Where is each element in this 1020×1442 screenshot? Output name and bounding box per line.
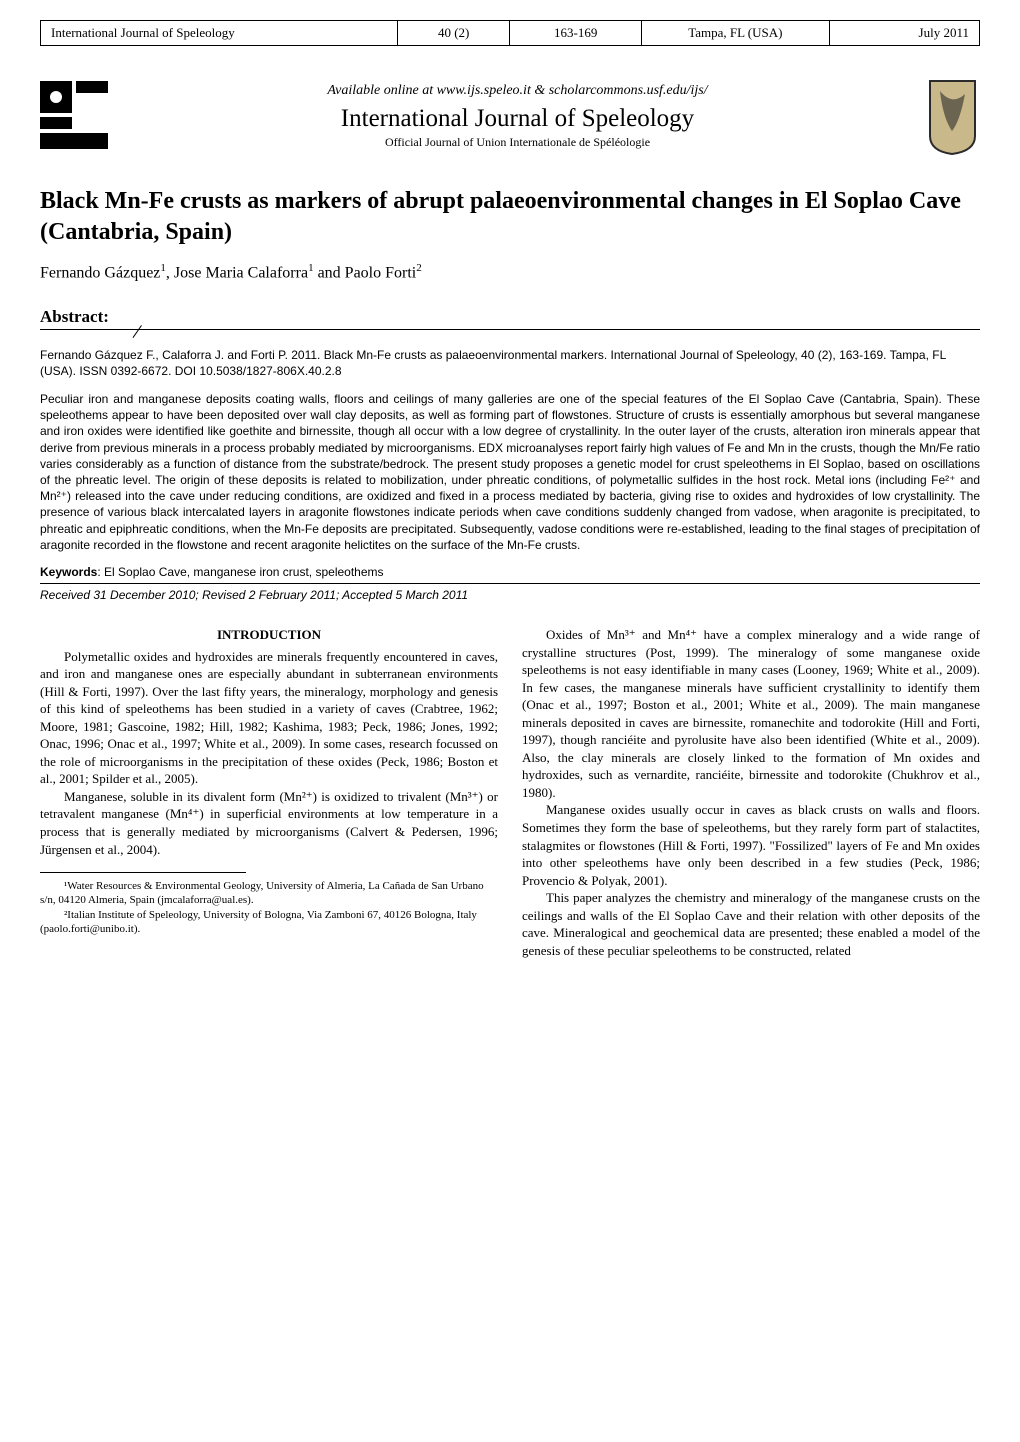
publisher-logo-icon xyxy=(40,81,110,151)
intro-paragraph-1: Polymetallic oxides and hydroxides are m… xyxy=(40,648,498,788)
journal-banner: Available online at www.ijs.speleo.it & … xyxy=(40,76,980,156)
journal-subtitle: Official Journal of Union Internationale… xyxy=(125,135,910,150)
abstract-bottom-rule xyxy=(40,583,980,584)
footnote-1: ¹Water Resources & Environmental Geology… xyxy=(40,879,498,908)
authors-line: Fernando Gázquez1, Jose Maria Calaforra1… xyxy=(40,262,980,282)
keywords-text: : El Soplao Cave, manganese iron crust, … xyxy=(97,565,383,579)
abstract-heading: Abstract: xyxy=(40,307,980,327)
footnote-2: ²Italian Institute of Speleology, Univer… xyxy=(40,908,498,937)
header-pages: 163-169 xyxy=(510,21,641,46)
header-volume: 40 (2) xyxy=(397,21,510,46)
abstract-rule xyxy=(40,329,980,339)
abstract-citation: Fernando Gázquez F., Calaforra J. and Fo… xyxy=(40,347,980,379)
footnote-rule xyxy=(40,872,246,873)
header-location: Tampa, FL (USA) xyxy=(641,21,829,46)
header-date: July 2011 xyxy=(829,21,979,46)
running-header-table: International Journal of Speleology 40 (… xyxy=(40,20,980,46)
article-title: Black Mn-Fe crusts as markers of abrupt … xyxy=(40,186,980,248)
banner-text-block: Available online at www.ijs.speleo.it & … xyxy=(125,83,910,150)
uis-logo-icon xyxy=(925,76,980,156)
intro-paragraph-4: Manganese oxides usually occur in caves … xyxy=(522,801,980,889)
intro-paragraph-3: Oxides of Mn³⁺ and Mn⁴⁺ have a complex m… xyxy=(522,626,980,801)
header-journal: International Journal of Speleology xyxy=(41,21,398,46)
available-online-text: Available online at www.ijs.speleo.it & … xyxy=(125,83,910,99)
introduction-heading: INTRODUCTION xyxy=(40,626,498,644)
body-columns: INTRODUCTION Polymetallic oxides and hyd… xyxy=(40,626,980,959)
intro-paragraph-2: Manganese, soluble in its divalent form … xyxy=(40,788,498,858)
journal-name: International Journal of Speleology xyxy=(125,105,910,133)
keywords-label: Keywords xyxy=(40,565,97,579)
intro-paragraph-5: This paper analyzes the chemistry and mi… xyxy=(522,889,980,959)
received-dates: Received 31 December 2010; Revised 2 Feb… xyxy=(40,588,980,602)
keywords-line: Keywords: El Soplao Cave, manganese iron… xyxy=(40,565,980,579)
abstract-body: Peculiar iron and manganese deposits coa… xyxy=(40,391,980,553)
